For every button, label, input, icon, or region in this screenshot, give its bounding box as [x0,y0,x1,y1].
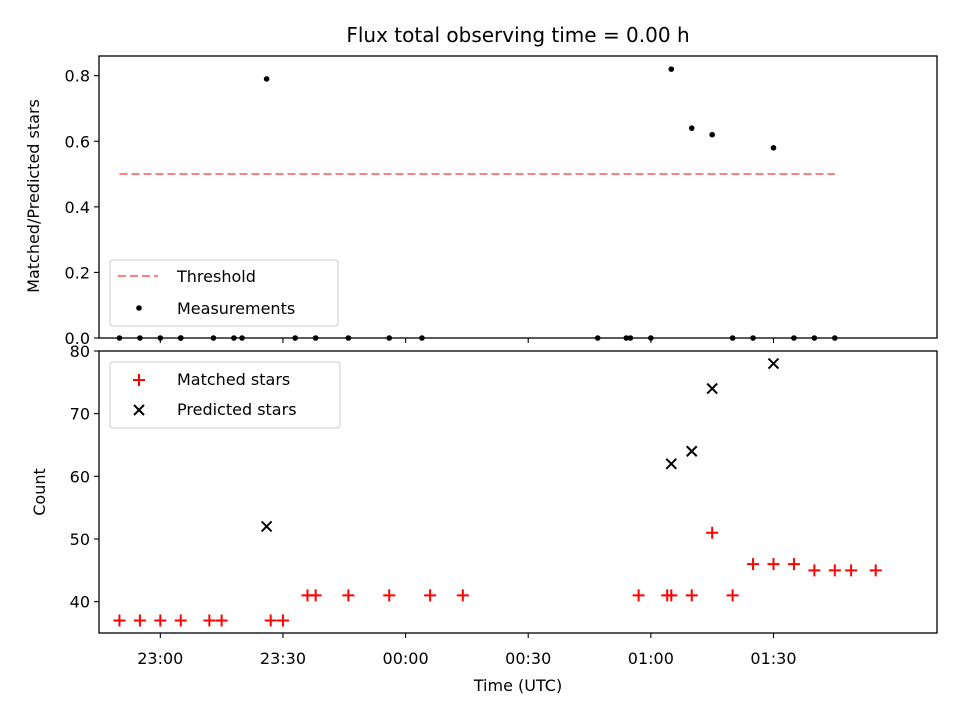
x-tick-label: 01:00 [628,649,674,668]
matched-star-point [133,614,146,627]
matched-star-point [456,589,469,602]
top-y-tick-label: 0.6 [65,132,90,151]
top-y-tick-label: 0.2 [65,263,90,282]
predicted-star-point [767,357,780,370]
legend-predicted-label: Predicted stars [177,400,297,419]
top-plot-area [116,66,838,341]
matched-star-point [113,614,126,627]
top-y-tick-label: 0.0 [65,329,90,348]
predicted-star-point [260,520,273,533]
legend-threshold-label: Threshold [176,267,256,286]
matched-star-point [869,564,882,577]
bottom-x-axis-label: Time (UTC) [473,676,562,695]
bottom-axes-frame [98,350,938,634]
legend-predicted-marker [133,404,145,416]
bottom-y-tick-label: 50 [70,530,90,549]
predicted-star-point [665,458,678,470]
matched-star-point [787,558,800,571]
matched-star-point [309,589,322,602]
matched-star-point [342,589,355,602]
matched-star-point [203,614,216,627]
top-axes-frame [98,55,938,339]
legend-matched-marker [133,374,145,386]
matched-star-point [828,564,841,577]
matched-star-point [747,558,760,571]
matched-star-point [174,614,187,627]
matched-star-point [383,589,396,602]
matched-star-point [808,564,821,577]
matched-star-point [767,558,780,571]
matched-star-point [845,564,858,577]
matched-star-point [424,589,437,602]
x-tick-label: 23:30 [260,649,306,668]
x-tick-label: 01:30 [750,649,796,668]
top-legend: Threshold Measurements [109,259,339,327]
top-y-tick-label: 0.4 [65,198,90,217]
x-tick-label: 23:00 [137,649,183,668]
matched-star-point [706,526,719,539]
bottom-x-ticks: 23:00 23:30 00:00 00:30 01:00 01:30 [137,633,797,668]
bottom-y-tick-label: 80 [70,342,90,361]
matched-star-point [632,589,645,602]
bottom-legend: Matched stars Predicted stars [109,361,341,429]
bottom-y-ticks: 40 50 60 70 80 [70,342,99,612]
predicted-star-point [706,382,718,395]
top-y-ticks: 0.0 0.2 0.4 0.6 0.8 [65,67,99,348]
measurement-point [709,131,715,138]
measurement-point [263,76,270,82]
measurement-point [770,145,777,151]
matched-star-point [215,614,228,627]
matched-star-point [665,589,678,602]
top-y-tick-label: 0.8 [65,67,90,86]
x-tick-label: 00:00 [383,649,429,668]
bottom-y-axis-label: Count [30,468,49,516]
top-y-axis-label: Matched/Predicted stars [24,99,43,293]
top-panel: Flux total observing time = 0.00 h 0.00.… [24,23,938,348]
x-tick-label: 00:30 [505,649,551,668]
legend-measurements-label: Measurements [177,299,295,318]
bottom-panel: 40 50 60 70 80 23:00 23:30 00:00 00:30 01:00 01:3… [30,342,938,695]
chart-title: Flux total observing time = 0.00 h [346,23,689,47]
predicted-star-point [686,445,698,457]
matched-star-point [264,614,277,627]
measurement-point [668,66,675,72]
legend-measurements-marker [136,305,142,311]
bottom-plot-area [113,357,882,627]
bottom-legend-box [109,361,341,429]
bottom-y-tick-label: 60 [70,467,90,486]
measurement-point [688,125,695,131]
bottom-y-tick-label: 70 [70,405,90,424]
legend-matched-label: Matched stars [177,370,290,389]
top-x-ticks [159,338,775,343]
top-legend-box [109,259,339,327]
matched-star-point [154,614,167,627]
matched-star-point [276,614,289,627]
bottom-y-tick-label: 40 [70,593,90,612]
matched-star-point [726,589,739,602]
matched-star-point [685,589,698,602]
